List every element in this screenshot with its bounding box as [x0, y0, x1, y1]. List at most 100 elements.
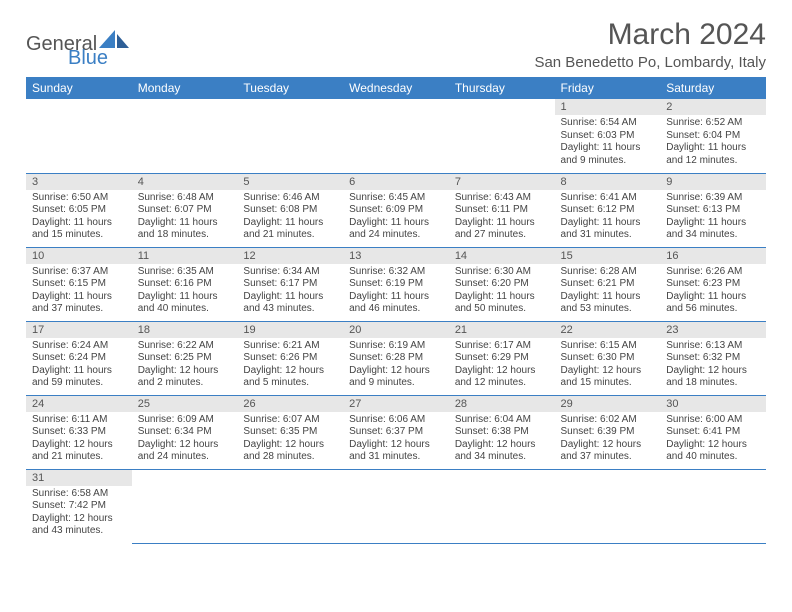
day-details: Sunrise: 6:06 AMSunset: 6:37 PMDaylight:… [343, 412, 449, 468]
day-sunrise: Sunrise: 6:32 AM [349, 266, 443, 279]
day-sunrise: Sunrise: 6:46 AM [243, 192, 337, 205]
day-daylight: Daylight: 11 hours and 56 minutes. [666, 291, 760, 316]
day-sunset: Sunset: 6:35 PM [243, 426, 337, 439]
day-sunrise: Sunrise: 6:58 AM [32, 488, 126, 501]
day-daylight: Daylight: 11 hours and 53 minutes. [561, 291, 655, 316]
calendar-cell [132, 99, 238, 173]
calendar-cell: 4Sunrise: 6:48 AMSunset: 6:07 PMDaylight… [132, 173, 238, 247]
calendar-cell: 18Sunrise: 6:22 AMSunset: 6:25 PMDayligh… [132, 321, 238, 395]
calendar-cell: 9Sunrise: 6:39 AMSunset: 6:13 PMDaylight… [660, 173, 766, 247]
day-details: Sunrise: 6:19 AMSunset: 6:28 PMDaylight:… [343, 338, 449, 394]
calendar-cell [555, 469, 661, 543]
day-sunset: Sunset: 6:11 PM [455, 204, 549, 217]
day-sunrise: Sunrise: 6:17 AM [455, 340, 549, 353]
calendar-cell [449, 99, 555, 173]
calendar-cell: 20Sunrise: 6:19 AMSunset: 6:28 PMDayligh… [343, 321, 449, 395]
day-sunset: Sunset: 6:23 PM [666, 278, 760, 291]
day-details: Sunrise: 6:58 AMSunset: 7:42 PMDaylight:… [26, 486, 132, 542]
weekday-header: Wednesday [343, 77, 449, 99]
day-daylight: Daylight: 12 hours and 31 minutes. [349, 439, 443, 464]
month-title: March 2024 [534, 18, 766, 52]
day-sunset: Sunset: 6:39 PM [561, 426, 655, 439]
day-details: Sunrise: 6:46 AMSunset: 6:08 PMDaylight:… [237, 190, 343, 246]
calendar-cell: 5Sunrise: 6:46 AMSunset: 6:08 PMDaylight… [237, 173, 343, 247]
day-sunrise: Sunrise: 6:02 AM [561, 414, 655, 427]
day-sunset: Sunset: 6:32 PM [666, 352, 760, 365]
day-details: Sunrise: 6:26 AMSunset: 6:23 PMDaylight:… [660, 264, 766, 320]
calendar-cell [660, 469, 766, 543]
day-number: 27 [343, 396, 449, 412]
day-sunset: Sunset: 6:13 PM [666, 204, 760, 217]
day-details: Sunrise: 6:09 AMSunset: 6:34 PMDaylight:… [132, 412, 238, 468]
day-sunrise: Sunrise: 6:43 AM [455, 192, 549, 205]
day-sunset: Sunset: 6:28 PM [349, 352, 443, 365]
day-number: 7 [449, 174, 555, 190]
calendar-cell: 2Sunrise: 6:52 AMSunset: 6:04 PMDaylight… [660, 99, 766, 173]
day-number: 2 [660, 99, 766, 115]
day-number: 1 [555, 99, 661, 115]
day-number: 28 [449, 396, 555, 412]
day-daylight: Daylight: 11 hours and 27 minutes. [455, 217, 549, 242]
calendar-cell: 6Sunrise: 6:45 AMSunset: 6:09 PMDaylight… [343, 173, 449, 247]
day-details: Sunrise: 6:24 AMSunset: 6:24 PMDaylight:… [26, 338, 132, 394]
day-sunset: Sunset: 6:20 PM [455, 278, 549, 291]
day-sunset: Sunset: 6:29 PM [455, 352, 549, 365]
brand-logo: General Blue [26, 28, 131, 68]
calendar-cell: 3Sunrise: 6:50 AMSunset: 6:05 PMDaylight… [26, 173, 132, 247]
day-number: 19 [237, 322, 343, 338]
day-sunset: Sunset: 6:30 PM [561, 352, 655, 365]
day-details: Sunrise: 6:34 AMSunset: 6:17 PMDaylight:… [237, 264, 343, 320]
calendar-cell: 24Sunrise: 6:11 AMSunset: 6:33 PMDayligh… [26, 395, 132, 469]
day-details: Sunrise: 6:54 AMSunset: 6:03 PMDaylight:… [555, 115, 661, 171]
day-details: Sunrise: 6:45 AMSunset: 6:09 PMDaylight:… [343, 190, 449, 246]
day-details: Sunrise: 6:00 AMSunset: 6:41 PMDaylight:… [660, 412, 766, 468]
day-sunset: Sunset: 6:04 PM [666, 130, 760, 143]
calendar-header-row: SundayMondayTuesdayWednesdayThursdayFrid… [26, 77, 766, 99]
day-daylight: Daylight: 12 hours and 37 minutes. [561, 439, 655, 464]
day-sunrise: Sunrise: 6:52 AM [666, 117, 760, 130]
day-number: 5 [237, 174, 343, 190]
day-number: 20 [343, 322, 449, 338]
day-number: 4 [132, 174, 238, 190]
day-daylight: Daylight: 11 hours and 21 minutes. [243, 217, 337, 242]
day-sunrise: Sunrise: 6:21 AM [243, 340, 337, 353]
calendar-body: 1Sunrise: 6:54 AMSunset: 6:03 PMDaylight… [26, 99, 766, 543]
day-daylight: Daylight: 12 hours and 28 minutes. [243, 439, 337, 464]
calendar-cell: 27Sunrise: 6:06 AMSunset: 6:37 PMDayligh… [343, 395, 449, 469]
day-daylight: Daylight: 11 hours and 40 minutes. [138, 291, 232, 316]
calendar-cell [26, 99, 132, 173]
day-daylight: Daylight: 11 hours and 59 minutes. [32, 365, 126, 390]
day-details: Sunrise: 6:07 AMSunset: 6:35 PMDaylight:… [237, 412, 343, 468]
day-number: 12 [237, 248, 343, 264]
calendar-cell: 12Sunrise: 6:34 AMSunset: 6:17 PMDayligh… [237, 247, 343, 321]
day-sunset: Sunset: 6:08 PM [243, 204, 337, 217]
day-sunrise: Sunrise: 6:06 AM [349, 414, 443, 427]
calendar-cell: 26Sunrise: 6:07 AMSunset: 6:35 PMDayligh… [237, 395, 343, 469]
day-number: 14 [449, 248, 555, 264]
title-block: March 2024 San Benedetto Po, Lombardy, I… [534, 18, 766, 71]
day-daylight: Daylight: 11 hours and 15 minutes. [32, 217, 126, 242]
location: San Benedetto Po, Lombardy, Italy [534, 54, 766, 71]
day-daylight: Daylight: 11 hours and 9 minutes. [561, 142, 655, 167]
day-sunset: Sunset: 6:05 PM [32, 204, 126, 217]
weekday-header: Friday [555, 77, 661, 99]
weekday-header: Sunday [26, 77, 132, 99]
day-sunset: Sunset: 6:34 PM [138, 426, 232, 439]
day-details: Sunrise: 6:15 AMSunset: 6:30 PMDaylight:… [555, 338, 661, 394]
calendar-cell [343, 99, 449, 173]
weekday-header: Thursday [449, 77, 555, 99]
day-daylight: Daylight: 12 hours and 34 minutes. [455, 439, 549, 464]
day-daylight: Daylight: 12 hours and 2 minutes. [138, 365, 232, 390]
calendar-cell: 17Sunrise: 6:24 AMSunset: 6:24 PMDayligh… [26, 321, 132, 395]
calendar-cell: 29Sunrise: 6:02 AMSunset: 6:39 PMDayligh… [555, 395, 661, 469]
day-daylight: Daylight: 11 hours and 18 minutes. [138, 217, 232, 242]
day-sunset: Sunset: 6:26 PM [243, 352, 337, 365]
day-details: Sunrise: 6:17 AMSunset: 6:29 PMDaylight:… [449, 338, 555, 394]
day-sunrise: Sunrise: 6:11 AM [32, 414, 126, 427]
day-sunset: Sunset: 6:33 PM [32, 426, 126, 439]
day-sunrise: Sunrise: 6:15 AM [561, 340, 655, 353]
day-number: 18 [132, 322, 238, 338]
calendar-cell: 19Sunrise: 6:21 AMSunset: 6:26 PMDayligh… [237, 321, 343, 395]
day-details: Sunrise: 6:28 AMSunset: 6:21 PMDaylight:… [555, 264, 661, 320]
day-details: Sunrise: 6:37 AMSunset: 6:15 PMDaylight:… [26, 264, 132, 320]
